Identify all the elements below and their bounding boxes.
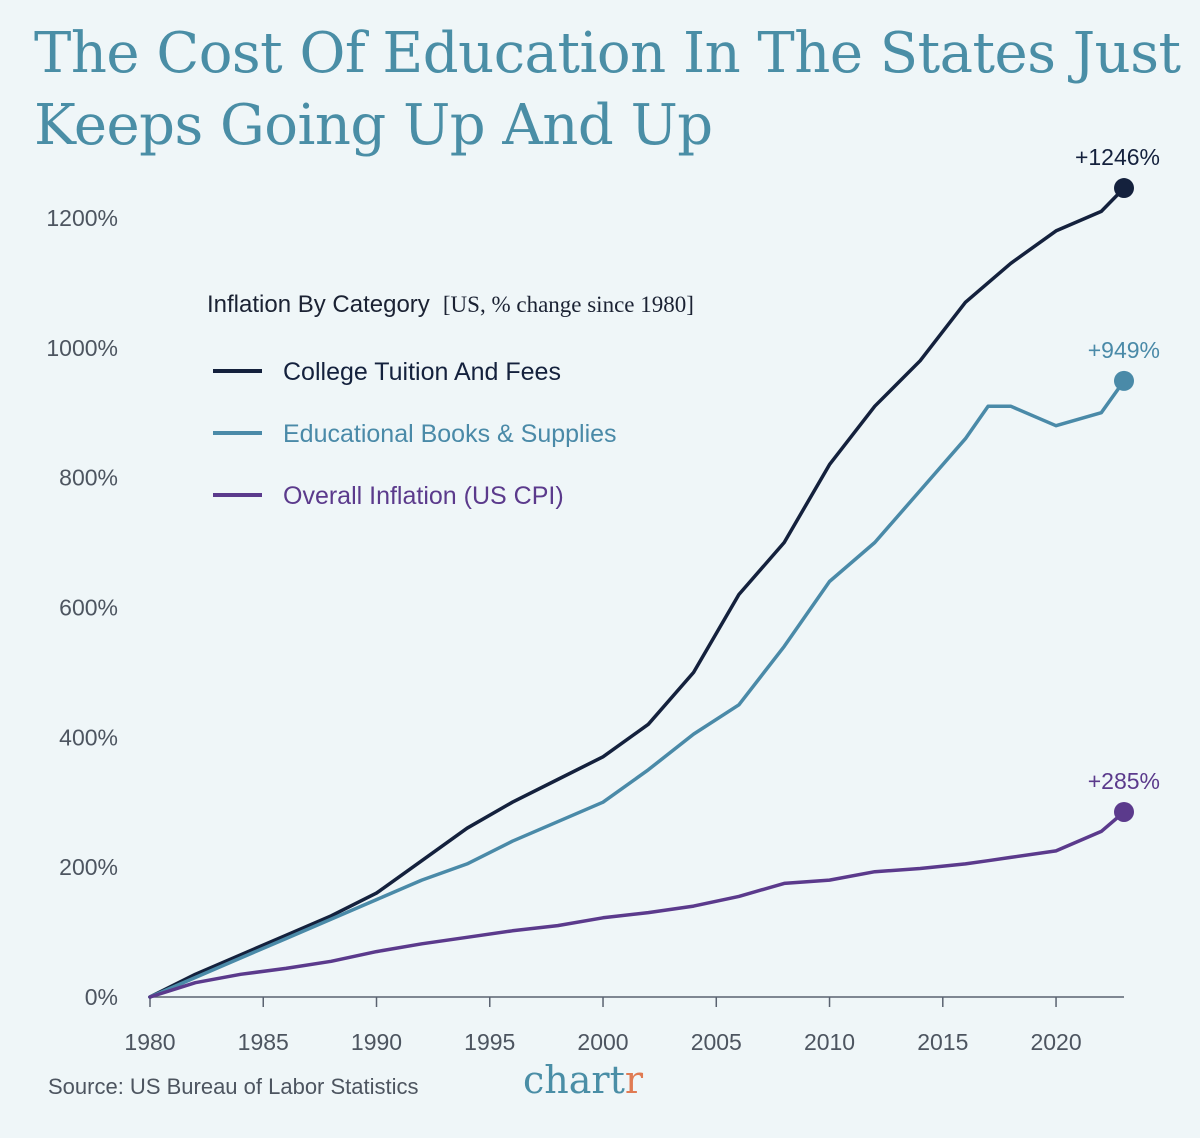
y-tick-label: 200%: [59, 854, 118, 880]
y-tick-label: 1200%: [46, 205, 118, 231]
series-end-label: +949%: [1088, 337, 1160, 363]
x-tick-label: 2010: [804, 1029, 855, 1055]
x-tick-label: 1980: [124, 1029, 175, 1055]
brand-logo-main: chart: [523, 1058, 625, 1102]
series-end-point: [1114, 801, 1134, 822]
x-tick-label: 1985: [238, 1029, 289, 1055]
y-tick-label: 400%: [59, 724, 118, 750]
y-tick-label: 1000%: [46, 335, 118, 361]
source-note: Source: US Bureau of Labor Statistics: [48, 1074, 419, 1099]
series-line: [148, 379, 1126, 999]
legend-title-main: Inflation By Category: [207, 291, 430, 318]
y-axis: 0% 200% 400% 600% 800% 1000% 1200%: [46, 205, 118, 1010]
x-axis: 1980 1985 1990 1995 2000 2005 2010 2015 2020: [124, 997, 1082, 1055]
series-end-label: +285%: [1088, 768, 1160, 794]
x-tick-label: 1990: [351, 1029, 402, 1055]
legend-item-label: Overall Inflation (US CPI): [283, 482, 564, 510]
y-tick-label: 0%: [85, 984, 118, 1010]
series-end-point: [1114, 370, 1134, 391]
legend-item-label: Educational Books & Supplies: [283, 420, 617, 448]
legend-title: Inflation By Category [US, % change sinc…: [207, 291, 694, 318]
x-tick-label: 2020: [1030, 1029, 1081, 1055]
series-lines: [148, 186, 1126, 999]
series-line: [148, 810, 1126, 999]
y-tick-label: 600%: [59, 594, 118, 620]
series-end-label: +1246%: [1075, 144, 1160, 170]
end-markers: +1246% +949% +285%: [1075, 144, 1160, 822]
series-end-point: [1114, 178, 1134, 199]
legend: Inflation By Category [US, % change sinc…: [207, 291, 694, 510]
x-tick-label: 2015: [917, 1029, 968, 1055]
chart-title: The Cost Of Education In The States Just…: [34, 21, 1181, 158]
series-line: [148, 186, 1126, 999]
brand-logo: chartr: [523, 1058, 643, 1102]
y-tick-label: 800%: [59, 465, 118, 491]
x-tick-label: 2005: [691, 1029, 742, 1055]
legend-subtitle: [US, % change since 1980]: [443, 292, 694, 317]
brand-logo-accent: r: [624, 1058, 644, 1102]
legend-item-label: College Tuition And Fees: [283, 358, 561, 386]
x-tick-label: 2000: [577, 1029, 628, 1055]
legend-items: College Tuition And Fees Educational Book…: [213, 358, 617, 510]
x-tick-label: 1995: [464, 1029, 515, 1055]
